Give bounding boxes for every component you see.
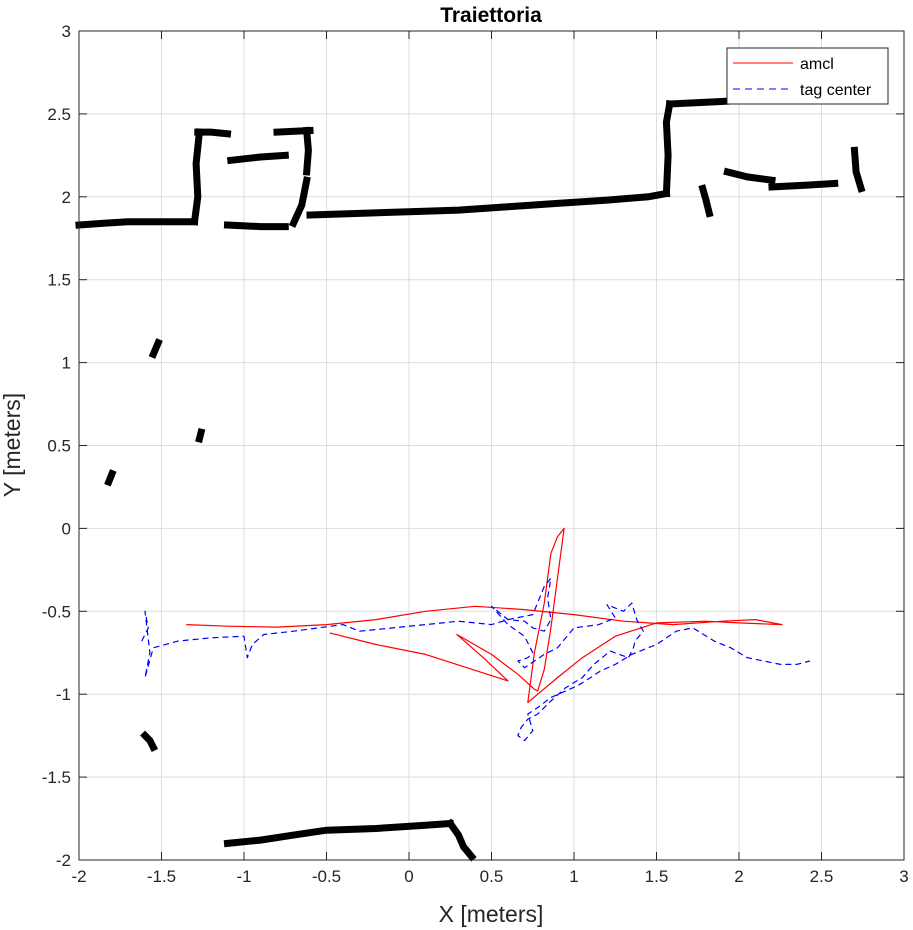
map-obstacle [223,819,455,848]
y-tick-label: -1 [56,685,71,704]
y-tick-label: 2 [62,188,71,207]
map-obstacle [698,184,714,218]
map-obstacle [445,818,477,862]
x-tick-label: -2 [71,867,86,886]
map-obstacle [223,221,289,231]
y-tick-label: -1.5 [42,768,71,787]
x-tick-label: 0 [404,867,413,886]
map-obstacle [288,176,311,228]
y-tick-label: 3 [62,22,71,41]
x-tick-label: 2.5 [810,867,834,886]
x-tick-label: 1.5 [645,867,669,886]
x-tick-label: 2 [734,867,743,886]
series-line-amcl [186,527,783,704]
legend[interactable]: amcl tag center [726,47,889,105]
map-obstacle [104,469,117,487]
map-obstacle [148,338,163,359]
map-obstacle [195,427,206,444]
map-obstacle [850,146,866,193]
map-obstacle [768,179,839,191]
x-tick-label: -1 [236,867,251,886]
y-tick-label: 0.5 [47,437,71,456]
y-tick-label: 0 [62,519,71,538]
map-obstacle [662,99,674,198]
map-obstacle [194,128,232,138]
chart-title: Traiettoria [440,4,542,27]
tick-layer: -2 -1.5 -1 -0.5 0 0.5 1 1.5 2 2.5 3 -2 -1.5 -1 -0.5 0 0.… [42,22,909,886]
occupancy-map [75,95,866,862]
y-axis-label: Y [meters] [0,393,25,497]
x-tick-label: -1.5 [147,867,176,886]
legend-label-amcl: amcl [800,56,834,73]
y-tick-label: -0.5 [42,602,71,621]
x-axis-label: X [meters] [439,901,544,927]
y-tick-label: 2.5 [47,105,71,124]
map-obstacle [190,128,204,226]
map-obstacle [140,730,159,753]
series-line-tag-center [141,577,811,742]
map-obstacle [723,167,776,185]
map-obstacle [226,151,290,165]
series-layer [141,527,811,742]
y-tick-label: 1 [62,354,71,373]
map-obstacle [306,189,671,219]
y-tick-label: 1.5 [47,271,71,290]
x-tick-label: 1 [569,867,578,886]
legend-label-tag-center: tag center [800,82,872,99]
y-tick-label: -2 [56,851,71,870]
map-obstacle [75,218,198,229]
x-tick-label: 3 [899,867,908,886]
x-tick-label: 0.5 [480,867,504,886]
legend-box [726,47,889,105]
map-obstacle [302,126,312,176]
x-tick-label: -0.5 [312,867,341,886]
